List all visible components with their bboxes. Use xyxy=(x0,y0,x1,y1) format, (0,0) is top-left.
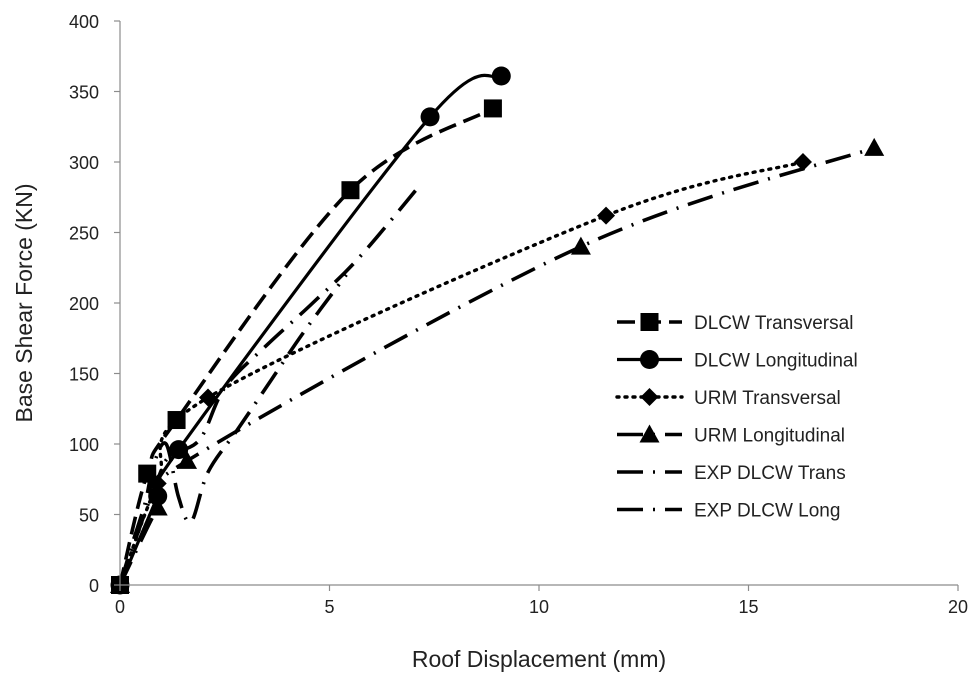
x-tick-label: 15 xyxy=(738,597,758,617)
legend-label: DLCW Longitudinal xyxy=(694,351,858,372)
y-tick-label: 100 xyxy=(69,435,99,455)
legend-item-exp-dlcw-long: EXP DLCW Long xyxy=(617,501,840,522)
legend-item-dlcw-longitudinal: DLCW Longitudinal xyxy=(617,350,858,372)
data-point-dlcw-transversal xyxy=(167,411,186,430)
legend-label: URM Longitudinal xyxy=(694,426,845,447)
legend-label: EXP DLCW Long xyxy=(694,501,840,522)
data-point-urm-transversal xyxy=(793,153,812,171)
y-tick-label: 350 xyxy=(69,83,99,103)
series-markers xyxy=(110,66,885,595)
series-line-exp-dlcw-long xyxy=(118,273,348,586)
series-line-dlcw-longitudinal xyxy=(118,73,503,586)
data-point-urm-longitudinal xyxy=(570,236,591,255)
legend-marker xyxy=(639,424,660,443)
data-point-dlcw-longitudinal xyxy=(491,66,511,86)
y-tick-label: 400 xyxy=(69,12,99,32)
x-tick-label: 20 xyxy=(948,597,968,617)
x-axis-title: Roof Displacement (mm) xyxy=(412,646,666,672)
legend-label: DLCW Transversal xyxy=(694,313,853,334)
legend-label: EXP DLCW Trans xyxy=(694,463,846,484)
x-tick-label: 10 xyxy=(529,597,549,617)
data-point-urm-longitudinal xyxy=(147,497,168,516)
legend-item-exp-dlcw-trans: EXP DLCW Trans xyxy=(617,463,846,484)
legend-item-dlcw-transversal: DLCW Transversal xyxy=(617,313,853,334)
data-point-urm-transversal xyxy=(148,474,167,493)
legend-marker xyxy=(640,350,659,369)
y-tick-label: 50 xyxy=(79,506,99,526)
data-point-dlcw-transversal xyxy=(341,181,360,200)
y-tick-label: 200 xyxy=(69,294,99,314)
legend-marker xyxy=(640,313,659,331)
data-point-urm-longitudinal xyxy=(177,450,198,469)
data-point-urm-transversal xyxy=(198,388,217,407)
y-tick-label: 250 xyxy=(69,224,99,244)
data-point-dlcw-longitudinal xyxy=(420,107,440,127)
data-point-urm-longitudinal xyxy=(864,137,885,156)
series-line-exp-dlcw-trans xyxy=(118,181,424,586)
y-tick-label: 300 xyxy=(69,153,99,173)
y-tick-label: 150 xyxy=(69,365,99,385)
x-tick-label: 0 xyxy=(115,597,125,617)
data-point-urm-transversal xyxy=(597,206,616,225)
x-tick-label: 5 xyxy=(324,597,334,617)
y-tick-label: 0 xyxy=(89,576,99,596)
data-point-dlcw-longitudinal xyxy=(148,486,168,506)
data-point-dlcw-transversal xyxy=(138,464,157,483)
series-line-urm-transversal xyxy=(118,160,805,587)
data-point-dlcw-longitudinal xyxy=(169,440,189,460)
legend-item-urm-longitudinal: URM Longitudinal xyxy=(617,424,845,447)
data-point-dlcw-transversal xyxy=(483,99,502,118)
legend: DLCW Transversal DLCW Longitudinal URM Tra… xyxy=(615,313,858,522)
y-axis-title: Base Shear Force (KN) xyxy=(11,183,37,422)
legend-marker xyxy=(640,388,659,406)
legend-item-urm-transversal: URM Transversal xyxy=(615,388,841,409)
legend-label: URM Transversal xyxy=(694,388,841,409)
